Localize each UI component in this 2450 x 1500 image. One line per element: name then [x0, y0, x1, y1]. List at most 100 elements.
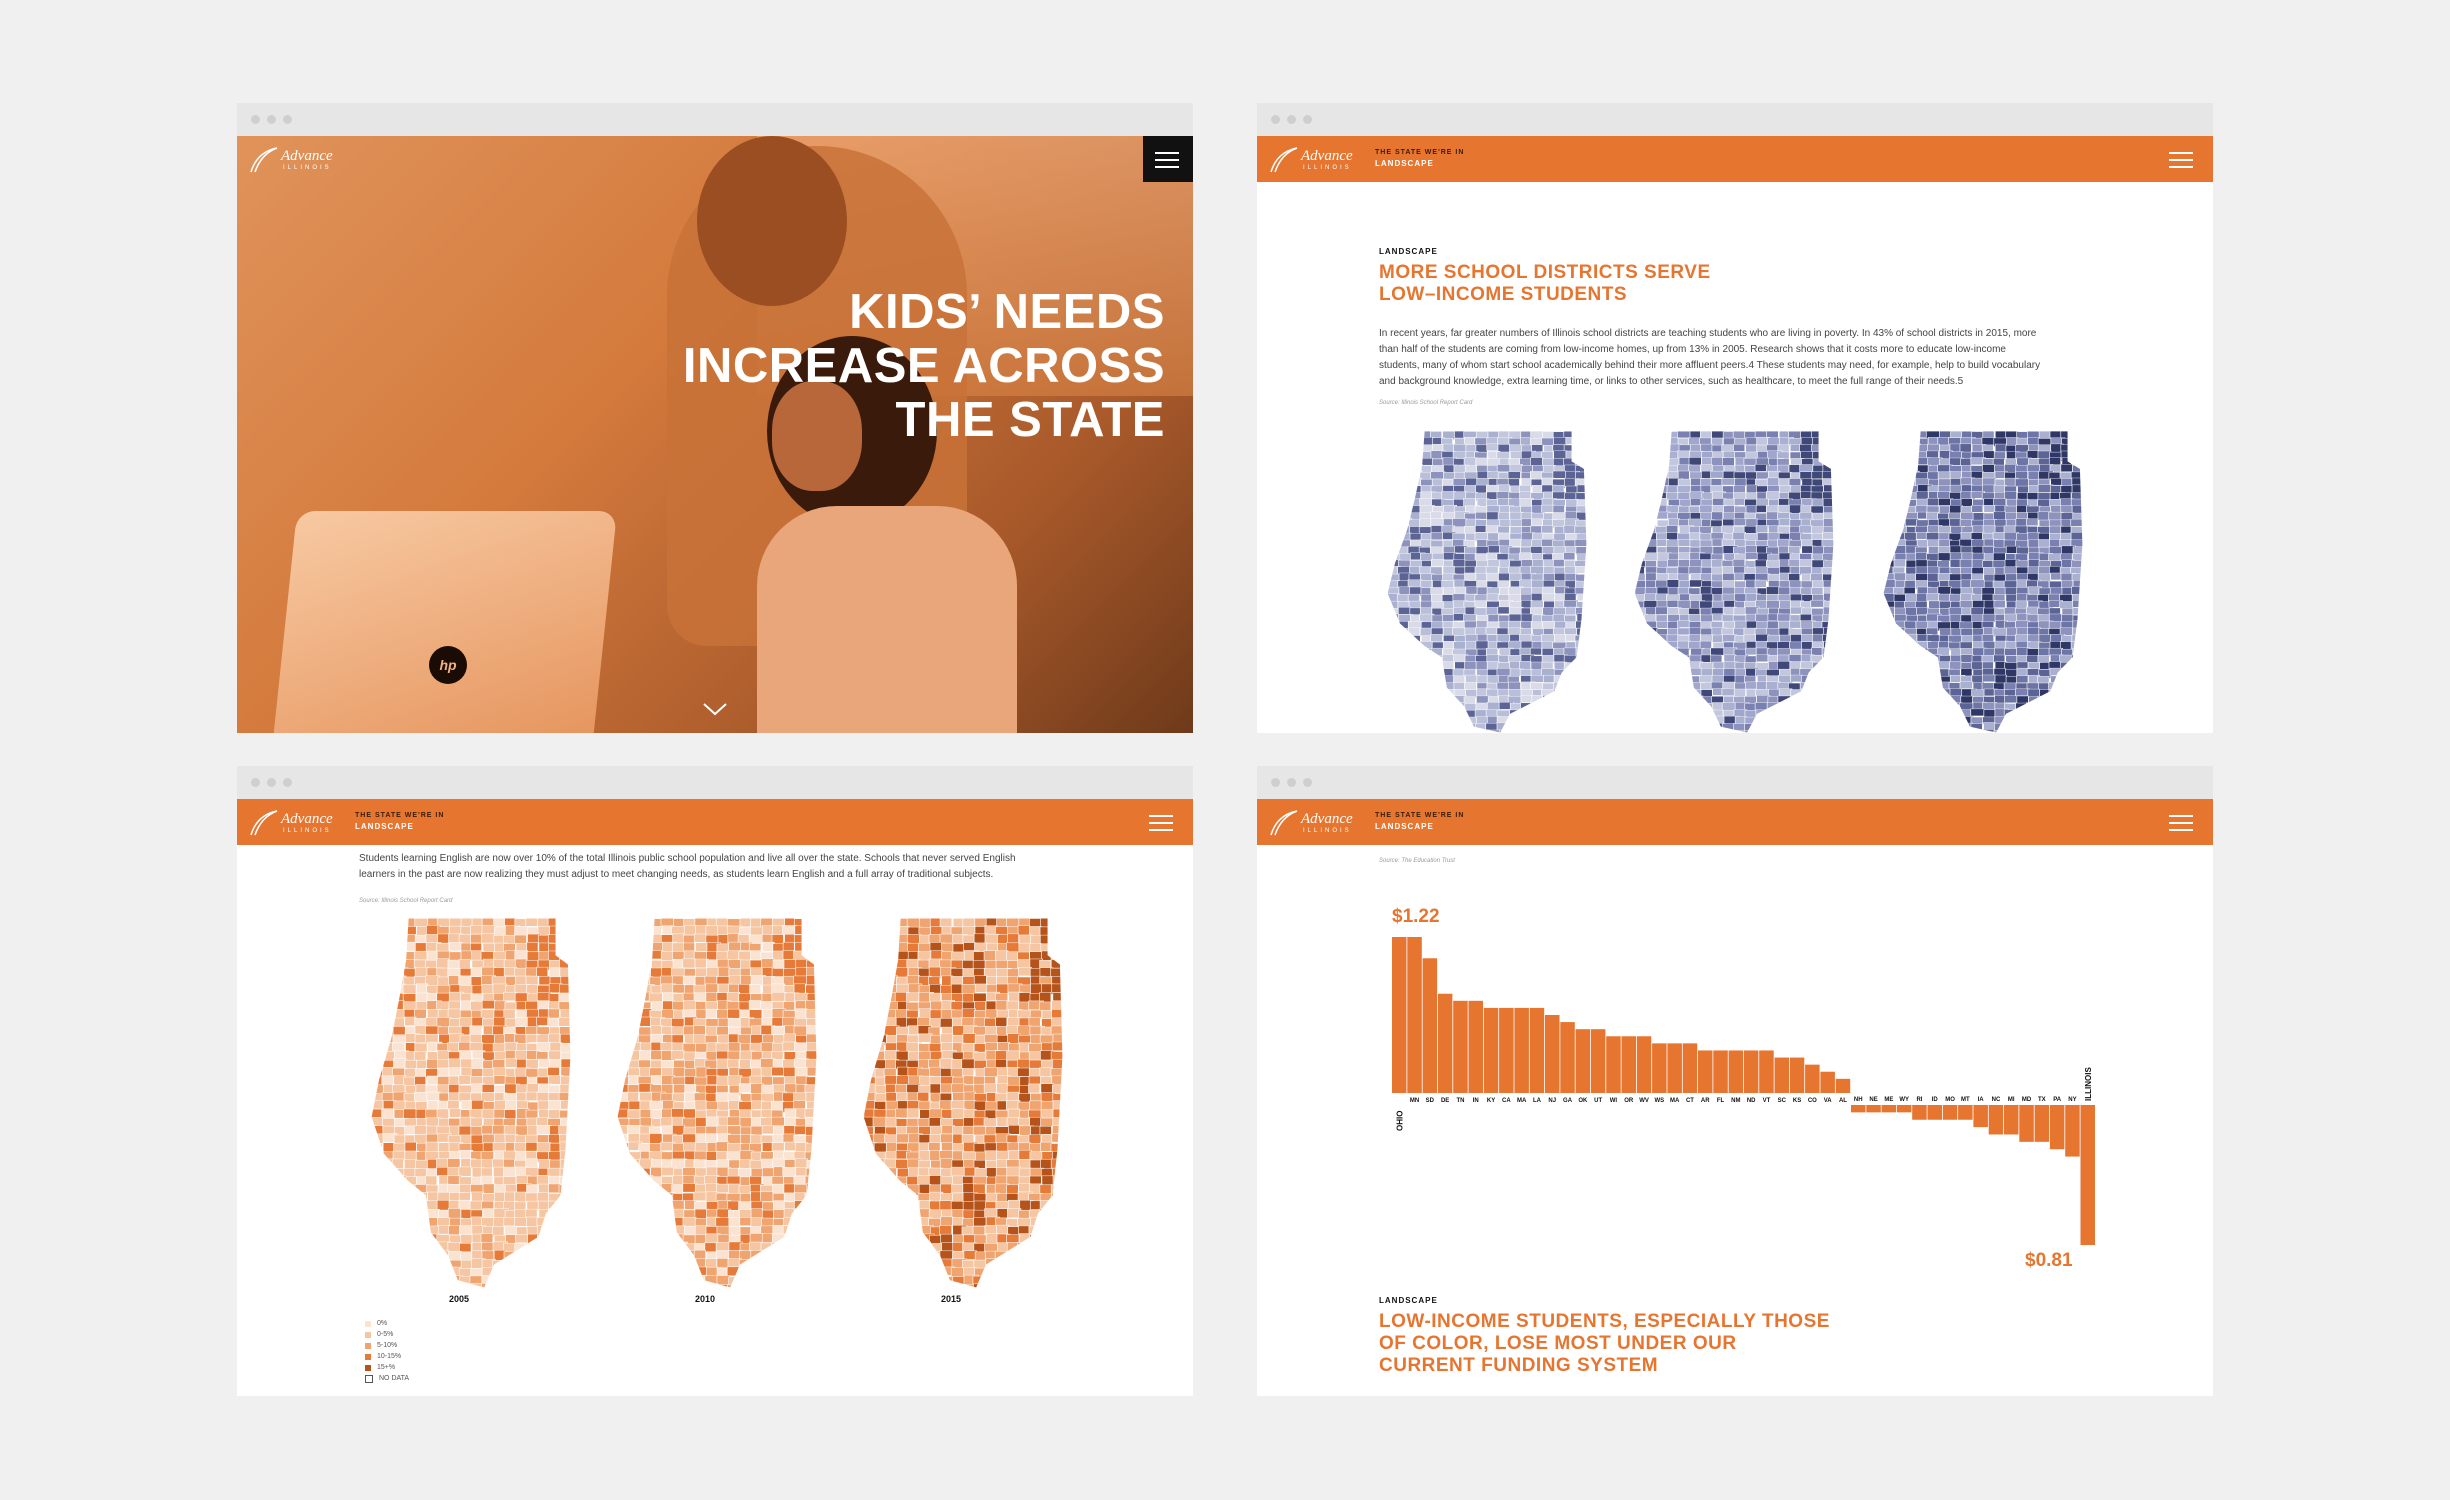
district-cell: [392, 925, 409, 937]
district-cell: [1926, 709, 1940, 718]
district-cell: [2070, 518, 2083, 527]
district-cell: [682, 958, 696, 969]
district-cell: [493, 926, 506, 936]
district-cell: [2015, 716, 2028, 726]
district-cell: [1407, 695, 1423, 705]
hamburger-icon[interactable]: [1155, 152, 1179, 168]
district-cell: [1883, 532, 1899, 541]
advance-illinois-logo[interactable]: Advance ILLINOIS: [247, 144, 337, 176]
district-cell: [873, 992, 887, 1003]
district-cell: [638, 1226, 653, 1237]
district-cell: [493, 1283, 508, 1288]
district-cell: [919, 1283, 935, 1288]
district-cell: [650, 1242, 664, 1254]
district-cell: [1883, 661, 1896, 671]
district-cell: [1721, 688, 1736, 696]
district-cell: [560, 926, 571, 937]
district-cell: [1754, 702, 1768, 711]
district-cell: [1765, 722, 1781, 732]
advance-illinois-logo[interactable]: Advance ILLINOIS: [1267, 144, 1357, 176]
district-cell: [639, 1067, 652, 1078]
district-cell: [760, 1267, 774, 1279]
district-cell: [414, 1076, 427, 1086]
chevron-down-icon[interactable]: [702, 701, 728, 717]
district-cell: [371, 1193, 384, 1203]
hamburger-icon[interactable]: [2169, 815, 2193, 831]
district-cell: [1822, 661, 1834, 669]
district-cell: [1678, 695, 1694, 705]
district-cell: [1409, 668, 1424, 676]
hamburger-icon[interactable]: [2169, 152, 2193, 168]
district-cell: [1811, 533, 1825, 541]
section-label[interactable]: THE STATE WE'RE IN LANDSCAPE: [355, 812, 444, 831]
district-cell: [1893, 559, 1906, 568]
district-cell: [1679, 716, 1693, 726]
district-cell: [1634, 451, 1650, 459]
district-cell: [805, 1117, 817, 1128]
section-label[interactable]: THE STATE WE'RE IN LANDSCAPE: [1375, 812, 1464, 831]
district-cell: [1576, 431, 1587, 441]
district-cell: [907, 1259, 923, 1271]
district-cell: [672, 1251, 687, 1263]
district-cell: [617, 1208, 631, 1220]
district-cell: [1744, 716, 1759, 725]
district-cell: [873, 1175, 887, 1188]
district-cell: [1645, 485, 1661, 494]
advance-illinois-logo[interactable]: Advance ILLINOIS: [247, 807, 337, 839]
district-cell: [382, 942, 397, 953]
hamburger-icon[interactable]: [1149, 815, 1173, 831]
district-cell: [2003, 532, 2019, 541]
section-label[interactable]: THE STATE WE'RE IN LANDSCAPE: [1375, 149, 1464, 168]
district-cell: [1430, 471, 1446, 480]
district-cell: [1810, 573, 1823, 582]
district-cell: [403, 1217, 416, 1230]
district-cell: [1464, 661, 1478, 671]
district-cell: [1667, 674, 1680, 683]
district-cell: [1654, 688, 1670, 697]
district-cell: [559, 1176, 571, 1187]
district-cell: [874, 1085, 888, 1095]
district-cell: [1904, 532, 1917, 541]
district-cell: [1634, 674, 1646, 683]
district-cell: [1634, 518, 1648, 528]
district-cell: [749, 1233, 764, 1244]
logo-wordmark: Advance: [1301, 811, 1353, 827]
district-cell: [437, 1284, 452, 1288]
district-cell: [804, 1108, 817, 1118]
district-cell: [1905, 437, 1918, 448]
district-cell: [393, 933, 408, 944]
district-cell: [558, 1275, 571, 1285]
district-cell: [1574, 695, 1587, 705]
district-cell: [1634, 431, 1648, 439]
district-cell: [1541, 437, 1554, 447]
district-cell: [536, 1124, 552, 1135]
district-cell: [1905, 709, 1918, 717]
window-dot: [1287, 115, 1296, 124]
district-cell: [661, 1258, 677, 1270]
district-cell: [806, 1242, 817, 1253]
district-cell: [1387, 471, 1403, 480]
district-cell: [547, 1217, 561, 1228]
district-cell: [1387, 661, 1401, 670]
district-cell: [1644, 688, 1658, 698]
district-cell: [1419, 511, 1432, 520]
district-cell: [929, 1083, 942, 1095]
district-cell: [1644, 641, 1660, 650]
district-cell: [1542, 715, 1555, 724]
district-cell: [895, 1251, 908, 1261]
district-cell: [1799, 566, 1812, 575]
district-cell: [1789, 722, 1804, 732]
district-cell: [1474, 709, 1488, 718]
district-cell: [413, 950, 428, 961]
district-cell: [1486, 443, 1499, 451]
district-cell: [1643, 695, 1659, 705]
district-cell: [628, 1174, 642, 1185]
district-cell: [391, 1158, 404, 1169]
district-cell: [2060, 464, 2073, 472]
district-cell: [693, 1191, 707, 1201]
district-cell: [548, 1208, 564, 1218]
district-cell: [627, 1209, 643, 1221]
hero-title-line: KIDS’ NEEDS: [849, 285, 1165, 339]
district-cell: [371, 1200, 385, 1210]
advance-illinois-logo[interactable]: Advance ILLINOIS: [1267, 807, 1357, 839]
